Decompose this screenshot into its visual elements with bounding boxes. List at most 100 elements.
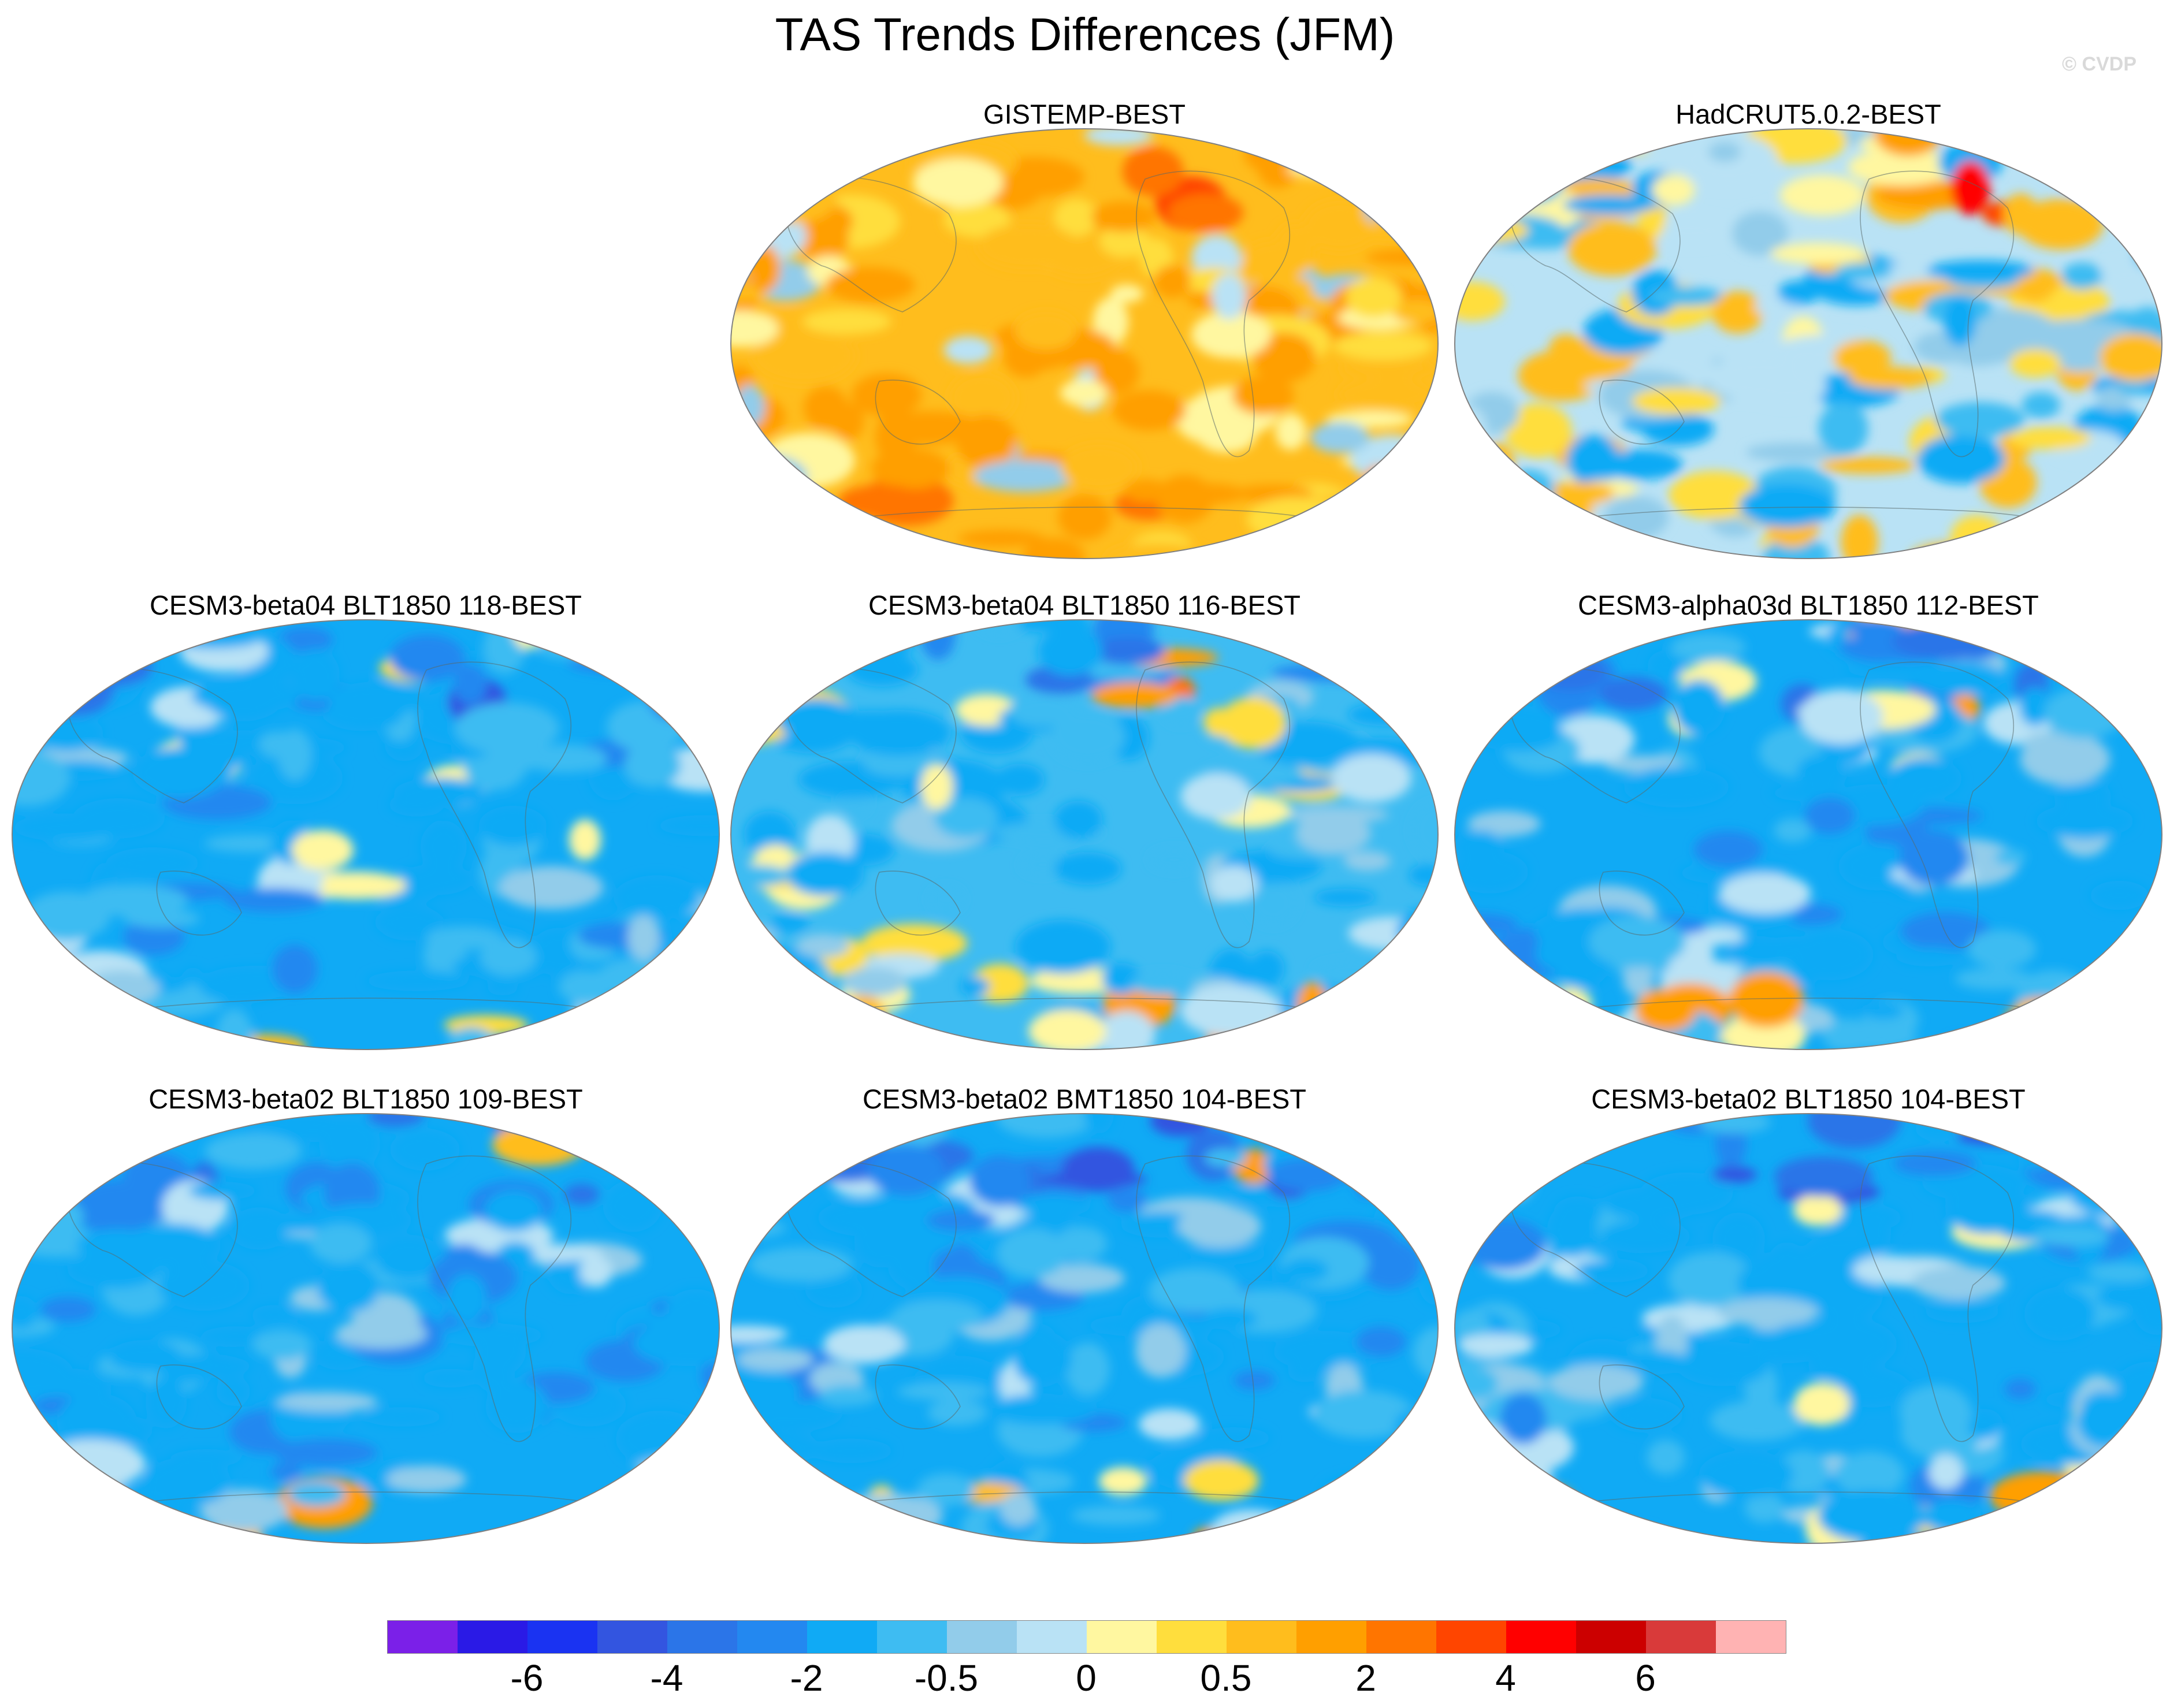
anomaly-blob: [2028, 620, 2090, 673]
anomaly-blob: [1707, 355, 1810, 401]
anomaly-blob: [1191, 311, 1271, 359]
map-panel: CESM3-beta02 BLT1850 109-BEST: [10, 1083, 721, 1545]
anomaly-blob: [1617, 1350, 1690, 1375]
anomaly-blob: [12, 1296, 38, 1329]
anomaly-blob: [1112, 390, 1186, 431]
anomaly-blob: [1241, 1037, 1276, 1050]
anomaly-blob: [878, 411, 982, 445]
map-6: [730, 1113, 1439, 1544]
anomaly-blob: [1233, 1370, 1275, 1390]
anomaly-blob: [1310, 422, 1370, 453]
anomaly-blob: [1790, 929, 1874, 980]
coastline: [1136, 1155, 1291, 1442]
anomaly-blob: [1467, 1479, 1576, 1528]
anomaly-blob: [1212, 273, 1247, 319]
coastline: [785, 1162, 957, 1297]
anomaly-blob: [820, 631, 856, 650]
anomaly-blob: [1196, 1427, 1271, 1449]
anomaly-blob: [1835, 1368, 1911, 1408]
anomaly-blob: [2099, 1481, 2138, 1526]
anomaly-blob: [1303, 200, 1377, 251]
anomaly-blob: [1065, 1342, 1110, 1396]
anomaly-blob: [670, 1445, 719, 1483]
coastline: [875, 379, 961, 445]
anomaly-blob: [1950, 515, 2004, 559]
anomaly-blob: [1670, 632, 1746, 663]
anomaly-blob: [1712, 291, 1764, 334]
anomaly-blob: [591, 1528, 698, 1543]
anomaly-blob: [1728, 937, 1796, 967]
anomaly-blob: [1249, 950, 1285, 988]
anomaly-blob: [1779, 174, 1865, 216]
anomaly-blob: [959, 977, 990, 996]
anomaly-blob: [2061, 262, 2103, 290]
anomaly-blob: [731, 1114, 774, 1126]
anomaly-blob: [1091, 682, 1179, 709]
anomaly-blob: [1799, 689, 1883, 745]
anomaly-blob: [772, 535, 844, 559]
anomaly-blob: [1818, 402, 1868, 455]
anomaly-blob: [852, 373, 922, 417]
anomaly-blob: [1652, 174, 1695, 206]
anomaly-blob: [564, 1184, 600, 1205]
coastline: [417, 1155, 572, 1442]
colorbar-swatch: [1017, 1621, 1087, 1653]
anomaly-blob: [1102, 962, 1141, 995]
anomaly-blob: [916, 1473, 975, 1506]
anomaly-blob: [389, 634, 465, 682]
anomaly-blob: [1955, 1127, 2050, 1145]
anomaly-blob: [367, 1114, 425, 1127]
anomaly-blob: [1272, 664, 1378, 682]
anomaly-blob: [1455, 1309, 1490, 1344]
anomaly-blob: [366, 970, 470, 991]
anomaly-blob: [1552, 482, 1615, 505]
anomaly-blob: [1967, 1409, 2003, 1440]
anomaly-blob: [2091, 973, 2162, 995]
anomaly-blob: [2087, 1006, 2162, 1040]
anomaly-blob: [200, 1489, 288, 1532]
anomaly-blob: [205, 1133, 302, 1170]
anomaly-blob: [731, 1430, 820, 1465]
credit-label: © CVDP: [2062, 53, 2136, 75]
anomaly-blob: [1348, 917, 1435, 950]
anomaly-blob: [389, 792, 445, 817]
map-panel: CESM3-beta04 BLT1850 118-BEST: [10, 589, 721, 1051]
anomaly-blob: [1360, 1239, 1421, 1290]
anomaly-blob: [1522, 1528, 1625, 1543]
anomaly-blob: [1551, 1020, 1603, 1050]
anomaly-blob: [920, 764, 953, 810]
anomaly-blob: [943, 201, 1010, 238]
anomaly-blob: [1339, 359, 1438, 378]
anomaly-blob: [731, 488, 809, 537]
anomaly-blob: [1275, 413, 1306, 451]
anomaly-blob: [375, 1234, 443, 1280]
anomaly-blob: [1374, 954, 1438, 984]
anomaly-blob: [1458, 649, 1509, 678]
anomaly-blob: [1084, 1114, 1114, 1134]
anomaly-blob: [847, 710, 952, 756]
coastline: [875, 1364, 961, 1430]
anomaly-blob: [1623, 961, 1654, 998]
anomaly-blob: [1463, 458, 1513, 488]
anomaly-blob: [12, 1190, 60, 1218]
anomaly-blob: [802, 308, 891, 334]
anomaly-blob: [1039, 1263, 1125, 1293]
colorbar-tick-label: 0.5: [1200, 1657, 1252, 1699]
anomaly-blob: [567, 653, 675, 673]
anomaly-blob: [596, 1493, 647, 1534]
anomaly-blob: [158, 1260, 250, 1311]
anomaly-blob: [1892, 621, 1998, 661]
anomaly-blob: [997, 1229, 1067, 1278]
coastline: [1599, 870, 1685, 936]
anomaly-blob: [2044, 687, 2125, 739]
anomaly-blob: [1569, 1524, 1670, 1543]
anomaly-blob: [57, 1393, 137, 1449]
anomaly-blob: [188, 1182, 257, 1200]
anomaly-blob: [1283, 1258, 1329, 1282]
anomaly-blob: [492, 1123, 585, 1166]
anomaly-blob: [1595, 129, 1662, 155]
anomaly-blob: [1729, 972, 1804, 1028]
anomaly-blob: [1028, 1009, 1106, 1050]
anomaly-blob: [2125, 1143, 2162, 1170]
anomaly-blob: [800, 129, 858, 179]
